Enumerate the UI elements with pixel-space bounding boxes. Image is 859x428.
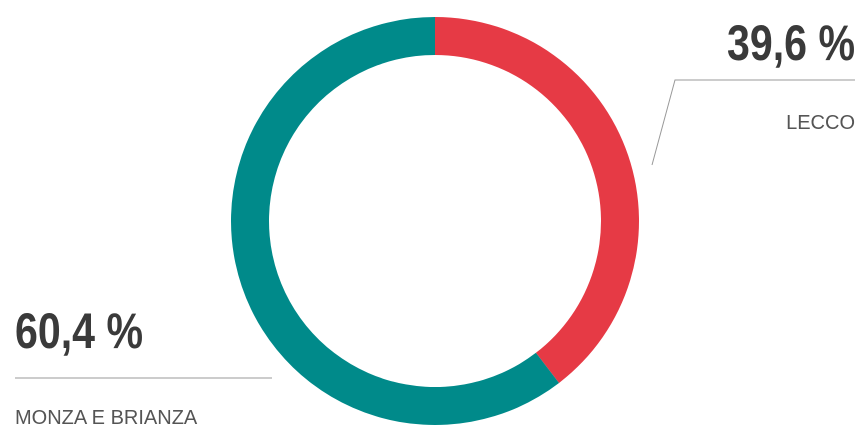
leader-line (651, 79, 855, 166)
donut-segment (230, 17, 560, 425)
category-label: LECCO (786, 112, 855, 134)
value-label: 60,4 % (15, 303, 143, 359)
value-label: 39,6 % (727, 15, 855, 71)
category-label: MONZA E BRIANZA (15, 407, 198, 428)
donut-segment (435, 17, 639, 383)
